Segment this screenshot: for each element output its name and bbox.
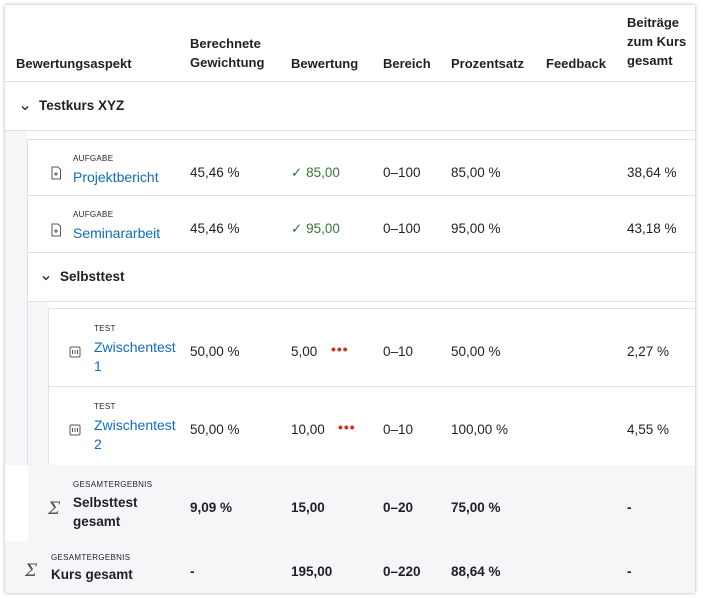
subcategory-name: Selbsttest (60, 269, 125, 284)
total-weight: - (190, 564, 195, 579)
total-range: 0–20 (383, 500, 414, 515)
header-range: Bereich (383, 56, 431, 71)
item-contribution: 38,64 % (627, 165, 677, 180)
item-type: TEST (94, 324, 116, 333)
course-total-row (5, 541, 695, 593)
item-contribution: 4,55 % (627, 422, 670, 437)
quiz-icon (69, 424, 81, 436)
item-grade: ✓ 95,00 (291, 221, 340, 236)
total-type: GESAMTERGEBNIS (73, 480, 153, 489)
assignment-icon (51, 223, 61, 237)
header-aspect: Bewertungsaspekt (16, 56, 132, 71)
total-grade: 15,00 (291, 500, 325, 515)
sigma-icon: Σ (25, 561, 38, 581)
item-weight: 50,00 % (190, 344, 240, 359)
header-grade: Bewertung (291, 56, 359, 71)
grade-item-row: TEST Zwischentest 2 50,00 % 10,00 ••• 0–… (49, 387, 695, 465)
item-percent: 100,00 % (451, 422, 509, 437)
chevron-down-icon[interactable] (42, 274, 50, 282)
total-range: 0–220 (383, 564, 421, 579)
category-row-testkurs: Testkurs XYZ (5, 82, 695, 131)
item-link[interactable]: Zwischentest 2 (94, 417, 176, 452)
item-link[interactable]: Projektbericht (73, 169, 159, 185)
total-contribution: - (627, 564, 632, 579)
subtotal-row (28, 465, 695, 541)
total-weight: 9,09 % (190, 500, 233, 515)
item-type: AUFGABE (73, 210, 114, 219)
total-name: Selbsttest gesamt (73, 495, 138, 529)
total-type: GESAMTERGEBNIS (51, 553, 131, 562)
grade-item-row: AUFGABE Seminararbeit 45,46 % ✓ 95,00 0–… (28, 196, 695, 252)
item-link[interactable]: Zwischentest 1 (94, 339, 176, 374)
actions-menu-icon[interactable]: ••• (338, 419, 356, 435)
item-link[interactable]: Seminararbeit (73, 225, 161, 241)
item-percent: 95,00 % (451, 221, 501, 236)
item-type: TEST (94, 402, 116, 411)
grade-item-row: TEST Zwischentest 1 50,00 % 5,00 ••• 0–1… (49, 309, 695, 386)
item-contribution: 43,18 % (627, 221, 677, 236)
assignment-icon (51, 166, 61, 180)
item-percent: 50,00 % (451, 344, 501, 359)
item-range: 0–100 (383, 165, 421, 180)
header-percent: Prozentsatz (451, 56, 524, 71)
category-row-selbsttest: Selbsttest (28, 253, 695, 301)
total-percent: 88,64 % (451, 564, 501, 579)
item-range: 0–10 (383, 422, 414, 437)
total-percent: 75,00 % (451, 500, 501, 515)
item-type: AUFGABE (73, 154, 114, 163)
header-feedback: Feedback (546, 56, 606, 71)
item-range: 0–100 (383, 221, 421, 236)
sigma-icon: Σ (48, 499, 61, 519)
item-weight: 45,46 % (190, 165, 240, 180)
item-weight: 45,46 % (190, 221, 240, 236)
item-grade: 10,00 (291, 422, 325, 437)
actions-menu-icon[interactable]: ••• (331, 341, 349, 357)
total-name: Kurs gesamt (51, 567, 133, 582)
item-percent: 85,00 % (451, 165, 501, 180)
item-contribution: 2,27 % (627, 344, 670, 359)
item-grade: ✓ 85,00 (291, 165, 340, 180)
check-icon: ✓ (291, 165, 303, 180)
header-contribution: Beiträge zum Kurs gesamt (627, 15, 687, 68)
check-icon: ✓ (291, 221, 303, 236)
grade-report-table: Bewertungsaspekt Berechnete Gewichtung B… (5, 5, 695, 593)
quiz-icon (69, 346, 81, 358)
item-weight: 50,00 % (190, 422, 240, 437)
item-grade: 5,00 (291, 344, 318, 359)
category-name: Testkurs XYZ (39, 98, 125, 113)
header-weight: Berechnete Gewichtung (190, 36, 265, 70)
total-contribution: - (627, 500, 632, 515)
chevron-down-icon[interactable] (21, 104, 29, 112)
grade-item-row: AUFGABE Projektbericht 45,46 % ✓ 85,00 0… (28, 140, 695, 195)
item-range: 0–10 (383, 344, 414, 359)
total-grade: 195,00 (291, 564, 333, 579)
